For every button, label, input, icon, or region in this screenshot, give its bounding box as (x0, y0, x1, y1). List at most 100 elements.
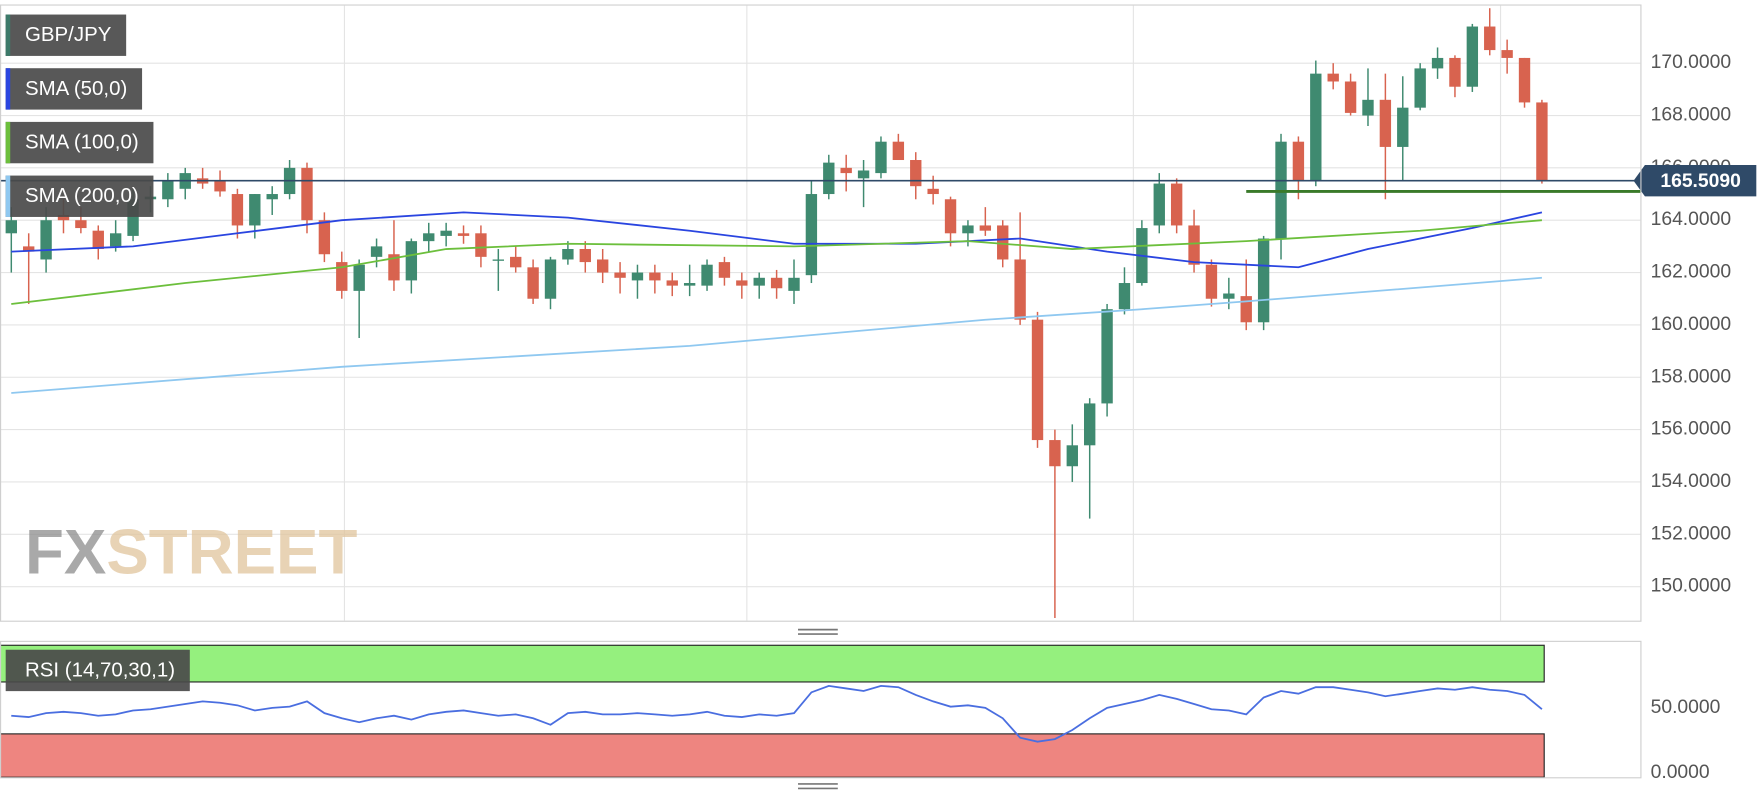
candle-body (1327, 73, 1339, 82)
legend-label: SMA (100,0) (25, 132, 139, 154)
candle-body (1449, 57, 1461, 87)
y-tick-label: 0.0000 (1651, 762, 1710, 783)
legend-swatch (5, 121, 11, 164)
candle-body (805, 194, 818, 276)
candle-body (892, 141, 905, 161)
candle-body (336, 262, 348, 291)
candle-body (1431, 57, 1444, 69)
candle-body (979, 225, 992, 231)
candle-body (1257, 238, 1270, 323)
candle-body (1031, 319, 1044, 441)
candle-body (266, 194, 278, 200)
candle-body (823, 162, 835, 195)
candle-body (92, 230, 104, 250)
candle-body (1362, 99, 1374, 116)
y-tick-label: 154.0000 (1651, 471, 1732, 492)
resize-handle[interactable] (798, 783, 838, 790)
candle-body (631, 272, 644, 281)
candle-body (1240, 296, 1252, 323)
candle-body (1501, 50, 1513, 58)
candle-body (596, 259, 609, 273)
sma-line (11, 219, 1543, 305)
rsi-panel-border (0, 640, 1642, 779)
candle-body (1344, 81, 1357, 113)
candle-body (249, 194, 261, 226)
watermark: FX (25, 518, 106, 587)
candle-body (544, 259, 557, 299)
candle-body (1397, 107, 1409, 147)
candle-body (40, 220, 52, 260)
candle-body (718, 262, 731, 278)
candle-body (962, 225, 974, 234)
y-tick-label: 50.0000 (1651, 697, 1721, 718)
candle-body (214, 180, 226, 192)
candle-body (770, 277, 783, 289)
legend: GBP/JPY SMA (50,0) SMA (100,0) SMA (200,0) R… (5, 14, 190, 692)
y-tick-label: 168.0000 (1651, 105, 1732, 126)
sma-line (11, 276, 1542, 394)
candle-body (1466, 26, 1479, 87)
watermark: FX STREET (25, 518, 357, 587)
price-panel-border (0, 4, 1642, 622)
last-price-tag (1633, 165, 1757, 197)
candle-body (405, 241, 418, 281)
y-tick-label: 150.0000 (1651, 576, 1732, 597)
y-tick-label: 152.0000 (1651, 523, 1732, 544)
candle-body (492, 259, 505, 261)
candle-body (1066, 445, 1078, 467)
candle-body (457, 233, 470, 236)
plot-area (5, 8, 1548, 743)
candle-body (1049, 440, 1061, 467)
candle-body (788, 277, 800, 291)
candle-body (562, 249, 574, 260)
candle-body (23, 246, 35, 252)
y-tick-label: 156.0000 (1651, 419, 1732, 440)
candle-body (1379, 99, 1392, 147)
candle-body (927, 188, 939, 195)
candle-body (857, 170, 870, 179)
candle-body (840, 167, 852, 174)
candle-body (944, 199, 957, 234)
overlay: 165.5090 (0, 165, 1757, 197)
candle-body (353, 264, 365, 291)
watermark: STREET (106, 518, 357, 587)
candle-body (1518, 57, 1531, 103)
candle-body (1414, 68, 1426, 108)
candle-body (666, 280, 678, 286)
y-tick-label: 160.0000 (1651, 314, 1732, 335)
legend-box (5, 14, 127, 56)
legend-swatch (5, 14, 11, 56)
last-price-label: 165.5090 (1660, 171, 1741, 192)
candle-body (162, 180, 174, 200)
y-tick-label: 170.0000 (1651, 52, 1732, 73)
candle-body (127, 199, 139, 236)
legend-label: SMA (50,0) (25, 78, 127, 100)
candle-body (1170, 183, 1183, 226)
candle-body (1101, 309, 1113, 404)
candle-body (649, 272, 661, 281)
candle-body (1188, 225, 1200, 265)
legend-swatch (5, 175, 11, 217)
candle-body (301, 167, 313, 221)
grid: 150.0000 152.0000 154.0000 156.0000 158.0000… (0, 5, 1732, 783)
resize-handle[interactable] (798, 628, 838, 635)
y-tick-label: 164.0000 (1651, 209, 1732, 230)
overbought-zone (0, 644, 1545, 683)
rsi-line (11, 684, 1543, 743)
candle-body (683, 283, 696, 286)
candle-body (997, 225, 1009, 260)
candle-body (579, 249, 591, 263)
candle-body (753, 277, 765, 286)
candle-body (1153, 183, 1165, 226)
legend-label: SMA (200,0) (25, 185, 139, 207)
candle-body (318, 220, 331, 255)
candle-body (370, 246, 383, 257)
candle-body (1310, 73, 1322, 181)
oversold-zone (0, 733, 1545, 778)
legend-box (5, 68, 143, 110)
candle-body (1014, 259, 1026, 320)
candle-body (1118, 283, 1131, 310)
y-tick-label: 162.0000 (1651, 262, 1732, 283)
candle-body (527, 267, 539, 299)
